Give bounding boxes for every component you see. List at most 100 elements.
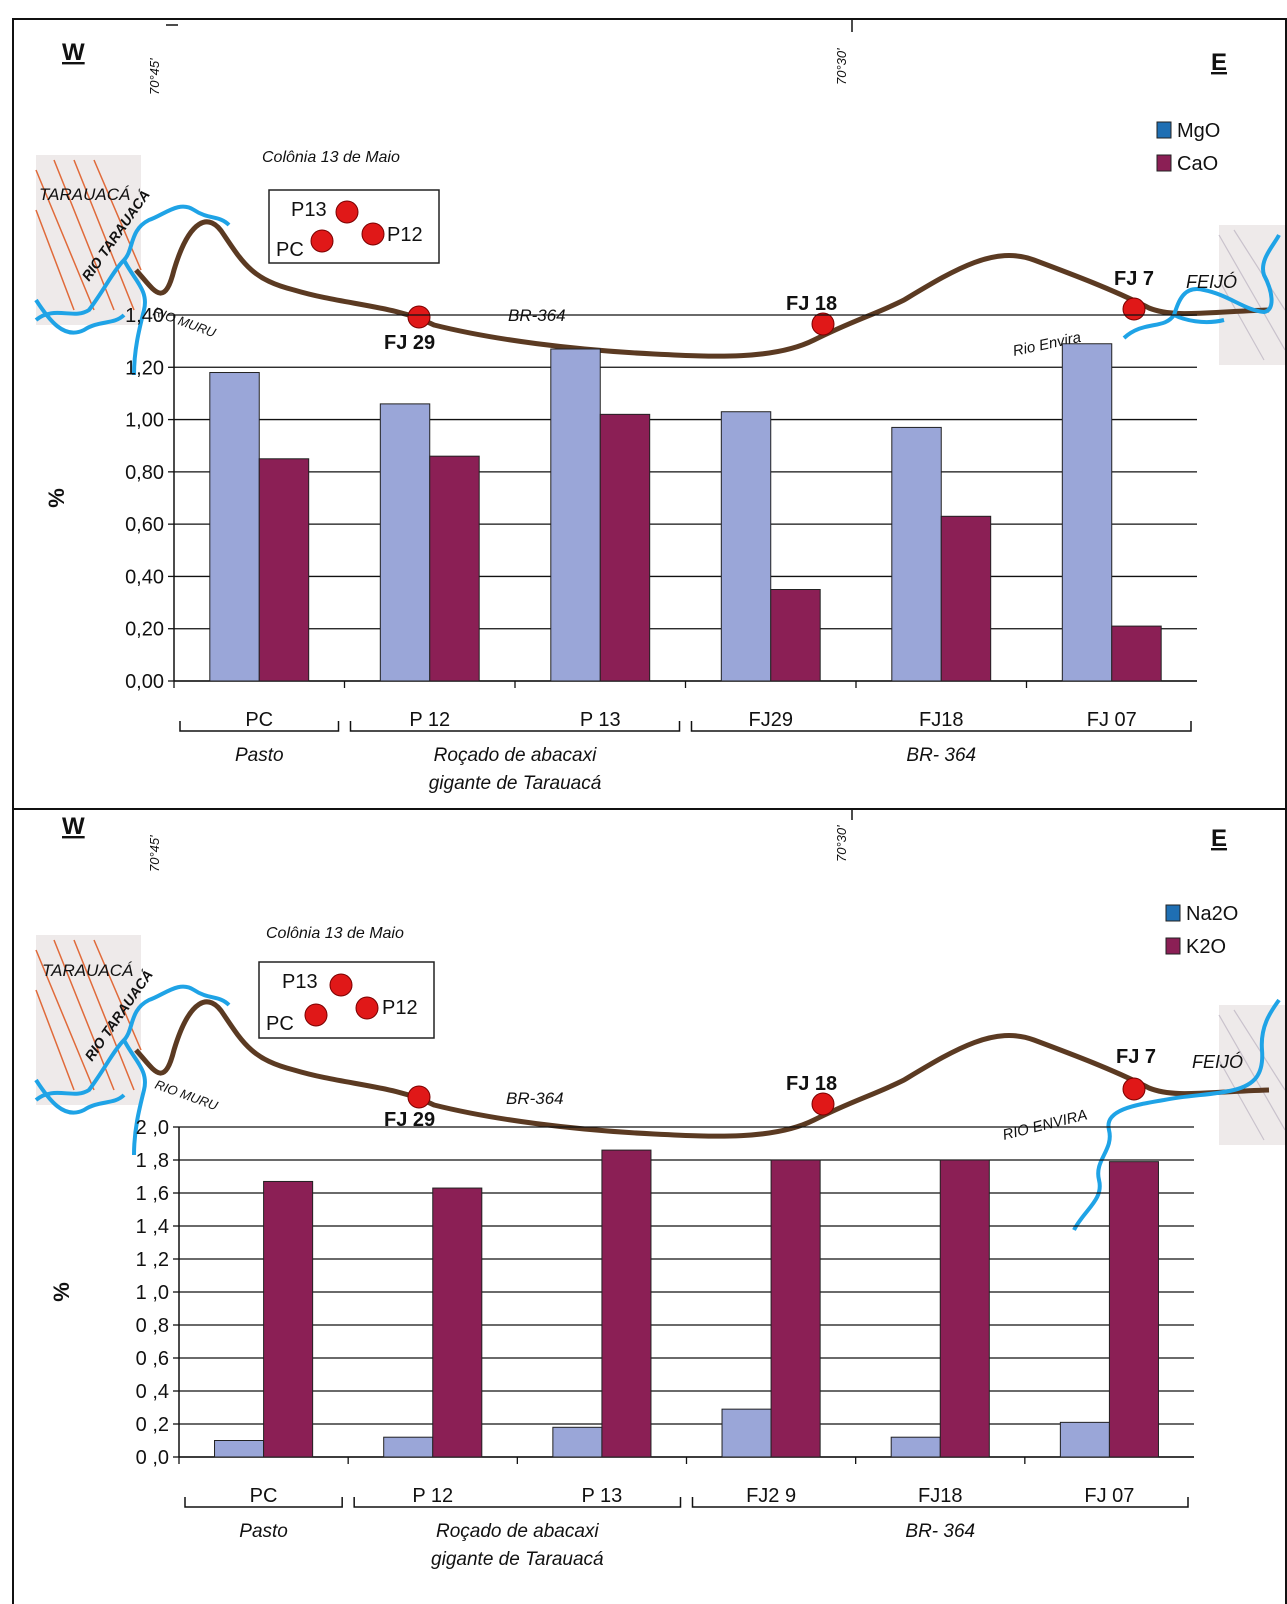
legend-swatch-k2o [1165,937,1181,955]
river-tarauaca-line [34,1078,126,1115]
group-bracket [184,1497,343,1508]
east-label: E [1211,49,1227,76]
inset-label-pc: PC [266,1013,294,1035]
group-label: gigante de Tarauacá [429,773,602,794]
bottom-bar-chart: 0 ,0 0 ,2 0 ,4 0 ,6 0 ,8 1 ,0 1 ,2 1 ,4 1 ,6 1 ,8… [49,903,1238,1570]
river-muru-branch [122,1039,147,1156]
x-tick-label: FJ18 [918,1485,962,1507]
tarauaca-town-hatch [35,155,142,325]
map-layer: P13 PC P12 FJ 29 FJ 18 FJ 7 Colônia 13 d… [34,810,1285,1231]
bar-k2o-p-12 [432,1187,483,1458]
longitude-left-label: 70°45' [147,58,162,95]
river-tarauaca-line [34,298,126,335]
x-tick-label: FJ 07 [1084,1485,1134,1507]
x-tick-label: P 13 [580,709,621,731]
y-tick-label: 1,40 [125,305,164,327]
road-label: BR-364 [506,1089,564,1108]
map-marker-fj18 [811,312,835,336]
x-tick-label: P 12 [409,709,450,731]
bar-mgo-p-13 [550,348,601,682]
map-marker-fj7 [1122,1077,1146,1101]
bar-mgo-pc [209,372,260,682]
top-bar-chart: 0,00 0,20 0,40 0,60 0,80 1,00 1,20 1,40% PC P 12 P… [44,120,1220,794]
west-label: W [62,813,85,840]
y-tick-label: 1 ,2 [136,1249,169,1271]
legend-label-k2o: K2O [1186,936,1226,958]
west-label: W [62,39,85,66]
x-tick-label: P 12 [412,1485,453,1507]
map-label-fj18: FJ 18 [786,1073,837,1095]
bar-cao-fj18 [940,515,992,682]
bottom-chart-panel: P13 PC P12 FJ 29 FJ 18 FJ 7 Colônia 13 d… [12,808,1287,1604]
y-tick-label: 0 ,6 [136,1348,169,1370]
map-marker-fj7 [1122,297,1146,321]
map-label-fj29: FJ 29 [384,332,435,354]
inset-marker-pc [304,1003,328,1027]
legend-swatch-mgo [1156,121,1172,139]
y-axis-label: % [44,488,69,508]
group-label: Pasto [239,1521,288,1542]
map-marker-fj29 [407,1085,431,1109]
y-tick-label: 1,20 [125,357,164,379]
bar-cao-pc [258,458,310,682]
group-bracket [349,721,681,732]
y-tick-label: 1,00 [125,410,164,432]
river-muru-branch [122,259,147,376]
map-label-fj29: FJ 29 [384,1109,435,1131]
colony-label: Colônia 13 de Maio [262,149,400,166]
y-tick-label: 1 ,6 [136,1183,169,1205]
y-tick-label: 0 ,8 [136,1315,169,1337]
bar-mgo-fj29 [720,411,772,682]
y-tick-label: 0 ,0 [136,1447,169,1469]
bar-mgo-fj-07 [1061,343,1113,682]
map-label-fj7: FJ 7 [1114,268,1154,290]
bar-na2o-pc [214,1440,265,1458]
top-chart-panel: P13 PC P12 FJ 29 FJ 18 FJ 7 Colônia 13 d… [12,18,1287,810]
inset-marker-p12 [355,996,379,1020]
river-envira-branch [1173,313,1225,325]
bar-na2o-p-13 [552,1426,603,1458]
river-envira-line [1122,234,1281,340]
bar-na2o-fj-07 [1059,1421,1110,1458]
bar-cao-p-13 [599,413,651,682]
group-bracket [690,721,1192,732]
bar-cao-fj29 [770,589,821,682]
bottom-chart-svg: P13 PC P12 FJ 29 FJ 18 FJ 7 Colônia 13 d… [34,810,1285,1570]
y-tick-label: 0,20 [125,619,164,641]
group-label: gigante de Tarauacá [431,1549,604,1570]
town-label: TARAUACÁ [39,185,130,204]
bar-mgo-p-12 [379,403,431,682]
map-layer: P13 PC P12 FJ 29 FJ 18 FJ 7 Colônia 13 d… [34,20,1285,376]
town-label: TARAUACÁ [42,961,133,980]
feijo-town-hatch [1218,225,1285,365]
y-tick-label: 1 ,0 [136,1282,169,1304]
longitude-center-label: 70°30' [834,48,849,85]
x-tick-label: PC [250,1485,278,1507]
y-tick-label: 1 ,4 [136,1216,169,1238]
inset-marker-p13 [329,973,353,997]
inset-marker-p13 [335,200,359,224]
bar-na2o-p-12 [383,1436,434,1458]
inset-label-p13: P13 [291,199,327,221]
group-label: BR- 364 [905,1521,975,1542]
x-tick-label: PC [245,709,273,731]
river-muru-line [34,984,231,1102]
y-tick-label: 1 ,8 [136,1150,169,1172]
inset-label-pc: PC [276,239,304,261]
group-label: Roçado de abacaxi [436,1521,599,1542]
map-marker-fj29 [407,305,431,329]
inset-box: P13 PC P12 [268,189,440,264]
inset-marker-p12 [361,222,385,246]
group-bracket [353,1497,682,1508]
group-label: Roçado de abacaxi [434,745,597,766]
group-bracket [691,1497,1189,1508]
town-right-label: FEIJÓ [1186,271,1237,292]
legend-label-mgo: MgO [1177,120,1220,142]
river-muru-line [34,204,231,322]
y-tick-label: 2 ,0 [136,1117,169,1139]
longitude-left-label: 70°45' [147,835,162,872]
x-tick-label: FJ2 9 [746,1485,796,1507]
legend-label-cao: CaO [1177,153,1218,175]
colony-label: Colônia 13 de Maio [266,925,404,942]
bar-cao-p-12 [429,455,480,682]
